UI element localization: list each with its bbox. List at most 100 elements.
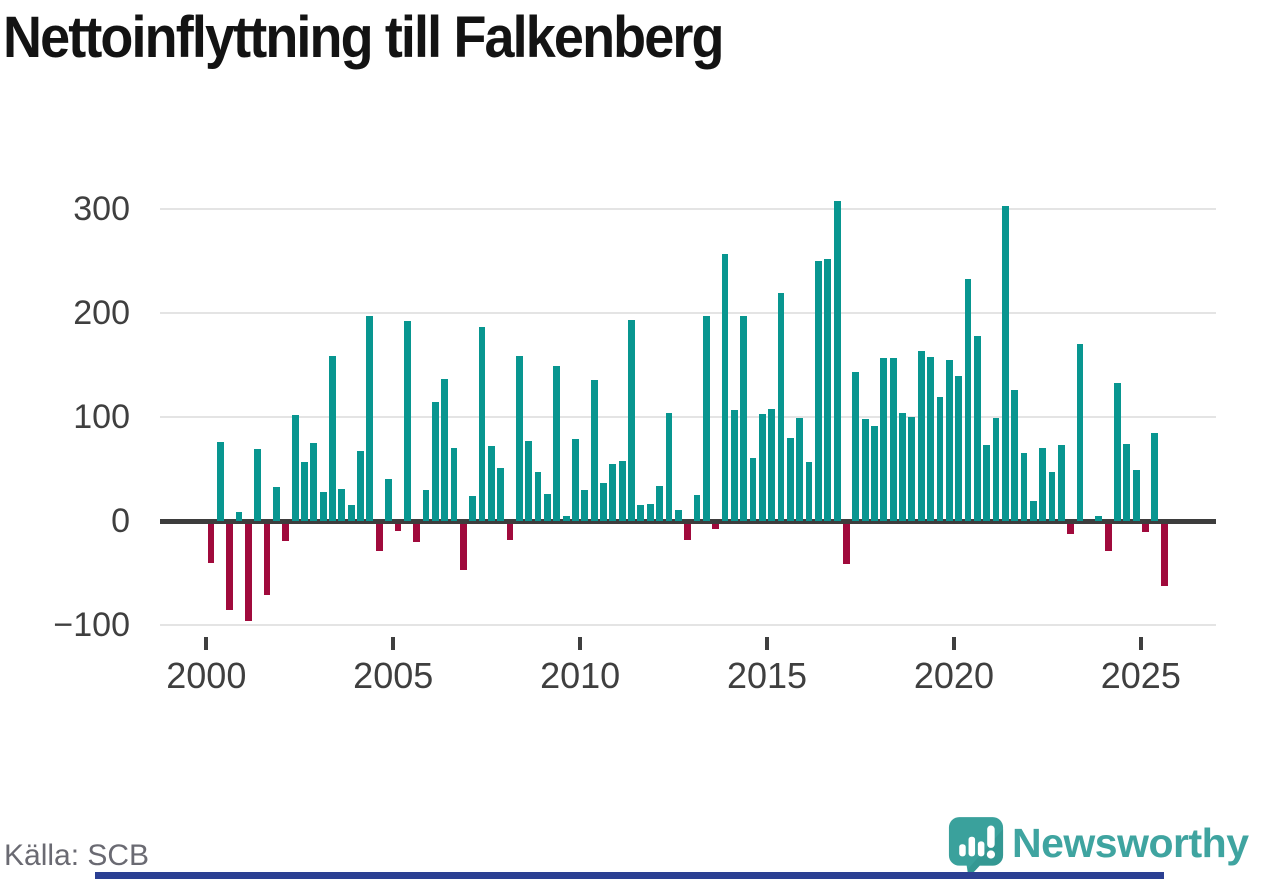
bar-2020Q1: [955, 376, 962, 521]
bar-2025Q3: [1160, 523, 1168, 586]
x-axis-tick: [204, 637, 209, 650]
bar-2024Q2: [1114, 382, 1121, 521]
bar-2019Q4: [945, 359, 953, 521]
bar-2022Q3: [1048, 472, 1056, 521]
bar-2021Q1: [992, 418, 1000, 521]
bar-2007Q4: [497, 467, 505, 521]
bar-2004Q1: [357, 451, 364, 521]
bar-2010Q3: [600, 482, 607, 521]
bar-2001Q1: [244, 523, 252, 622]
bar-2012Q2: [665, 412, 673, 521]
x-axis-tick: [391, 637, 396, 650]
bar-2003Q1: [319, 491, 327, 521]
bar-2005Q4: [422, 489, 430, 521]
bar-2004Q2: [366, 316, 374, 521]
bar-2008Q4: [534, 472, 542, 521]
bar-2003Q4: [347, 505, 355, 521]
bar-2008Q2: [515, 355, 523, 521]
bar-2007Q3: [487, 446, 495, 521]
y-axis-label: 300: [73, 190, 130, 228]
bar-2011Q1: [618, 460, 626, 521]
bar-2013Q4: [721, 253, 729, 521]
bar-2019Q3: [936, 397, 944, 521]
brand-logo: Newsworthy: [948, 814, 1262, 878]
bar-2014Q4: [758, 413, 766, 521]
bar-2022Q1: [1029, 501, 1037, 521]
y-gridline: [160, 208, 1216, 210]
bar-2018Q1: [880, 357, 888, 521]
bar-2009Q4: [572, 438, 579, 521]
bar-2024Q1: [1104, 523, 1112, 551]
brand-name: Newsworthy: [1012, 820, 1249, 866]
bar-2010Q1: [581, 489, 589, 521]
chart-title: Nettoinflyttning till Falkenberg: [3, 5, 724, 70]
bar-2000Q3: [226, 523, 234, 610]
plot-area: 300 200 100 0 −100 2000 2005 2010 2015 2020 2025: [53, 190, 1216, 696]
bar-2018Q2: [889, 357, 897, 521]
x-axis-label: 2020: [913, 655, 994, 696]
bar-2020Q3: [973, 335, 981, 521]
bar-2016Q2: [815, 261, 822, 521]
bar-2006Q1: [431, 402, 439, 521]
bar-2014Q2: [740, 316, 748, 521]
bar-2003Q3: [338, 488, 346, 521]
bar-2016Q1: [805, 461, 813, 521]
bar-2003Q2: [329, 355, 336, 521]
bar-2016Q4: [833, 200, 841, 521]
bar-2021Q3: [1011, 389, 1019, 521]
bar-2025Q1: [1142, 523, 1149, 532]
bar-2004Q4: [385, 479, 392, 521]
bar-2001Q4: [273, 486, 280, 521]
bar-2023Q4: [1095, 515, 1103, 521]
bar-2006Q2: [441, 378, 449, 521]
bar-2011Q4: [646, 504, 654, 521]
bar-2017Q3: [861, 419, 869, 521]
x-axis-tick: [1138, 637, 1143, 650]
bar-2002Q2: [291, 414, 299, 521]
bar-2013Q2: [702, 316, 710, 521]
y-axis-label: 100: [73, 398, 130, 436]
bar-2002Q3: [301, 461, 308, 521]
x-axis-label: 2015: [726, 655, 808, 696]
bar-2005Q3: [413, 523, 420, 543]
bar-2018Q3: [899, 412, 906, 521]
y-axis-label: 200: [73, 294, 130, 332]
bar-2021Q4: [1020, 453, 1028, 521]
x-axis-label: 2025: [1100, 655, 1181, 696]
zero-axis-line: [160, 518, 1216, 524]
bar-2015Q2: [777, 293, 785, 521]
bar-2008Q1: [506, 523, 514, 541]
bar-2023Q2: [1076, 344, 1084, 521]
bar-2000Q4: [235, 511, 243, 521]
bar-2006Q4: [459, 523, 467, 571]
bar-2017Q4: [871, 426, 878, 521]
bar-2011Q3: [637, 505, 645, 521]
bar-2001Q2: [254, 449, 262, 521]
x-axis-label: 2010: [540, 655, 621, 696]
bar-2022Q4: [1057, 445, 1065, 521]
bar-2012Q3: [674, 509, 682, 521]
bar-2023Q1: [1067, 523, 1075, 534]
bar-2025Q2: [1151, 432, 1159, 521]
bar-2008Q3: [525, 440, 533, 521]
x-axis-label: 2000: [166, 655, 247, 696]
x-axis-tick: [765, 637, 770, 650]
bar-2000Q2: [216, 441, 224, 521]
bar-2014Q1: [730, 409, 738, 521]
bar-2000Q1: [207, 523, 215, 564]
source-label: Källa: SCB: [4, 839, 150, 872]
bar-2015Q3: [786, 437, 794, 521]
bar-2024Q4: [1132, 470, 1140, 521]
bar-2002Q1: [282, 523, 290, 542]
bar-2013Q1: [693, 495, 701, 521]
y-gridline: [160, 624, 1216, 626]
bar-2011Q2: [628, 320, 635, 521]
y-gridline: [160, 312, 1216, 314]
bar-2007Q2: [478, 326, 486, 521]
bar-2005Q1: [394, 523, 402, 531]
newsworthy-logo-icon: [948, 817, 1004, 878]
bar-2009Q1: [544, 493, 551, 521]
bar-2005Q2: [403, 321, 411, 521]
bar-2009Q3: [562, 515, 570, 521]
